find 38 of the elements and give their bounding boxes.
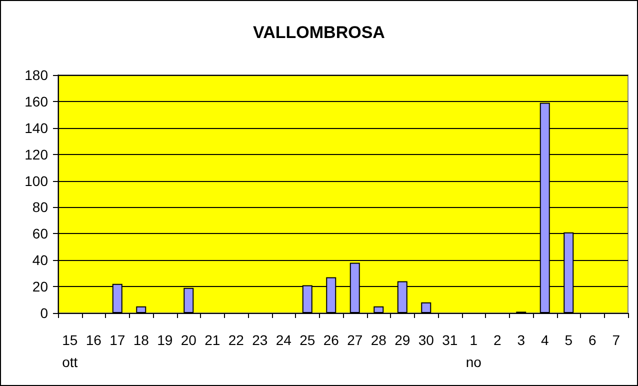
bar	[421, 302, 432, 313]
x-tick-label: 16	[86, 332, 102, 348]
x-tick-label: 26	[323, 332, 340, 348]
x-tick-label: 24	[276, 332, 292, 348]
x-tick-label: 19	[157, 332, 173, 348]
x-tick-label: 28	[370, 332, 387, 348]
chart-title: VALLOMBROSA	[253, 23, 385, 42]
x-tick-label: 2	[493, 332, 502, 348]
x-tick-label: 3	[517, 332, 526, 348]
y-tick-label: 40	[32, 252, 48, 268]
y-tick-label: 0	[40, 305, 48, 321]
y-tick-label: 60	[32, 226, 48, 242]
x-tick-label: 27	[347, 332, 363, 348]
x-tick-label: 20	[180, 332, 197, 348]
y-tick-label: 160	[24, 93, 48, 110]
y-tick-label: 120	[24, 146, 48, 162]
x-tick-label: 17	[110, 332, 126, 348]
x-tick-label: 30	[418, 332, 434, 348]
bar	[136, 306, 146, 313]
bar	[374, 306, 384, 313]
x-tick-label: 29	[394, 332, 410, 348]
x-tick-label: 6	[588, 332, 596, 348]
x-tick-label: 7	[612, 332, 620, 348]
x-tick-label: 15 ott	[62, 332, 78, 370]
x-tick-label: 4	[540, 332, 549, 348]
x-tick-label: 18	[133, 332, 150, 348]
x-tick-label: 1 no	[466, 332, 482, 370]
x-tick-label: 23	[252, 332, 268, 348]
x-tick-label: 21	[204, 332, 220, 348]
y-tick-label: 20	[32, 278, 48, 295]
x-tick-label: 31	[442, 332, 458, 348]
x-tick-label: 22	[228, 332, 244, 348]
x-tick-label: 5	[564, 332, 573, 348]
y-tick-label: 100	[24, 172, 48, 189]
x-tick-label: 25	[300, 332, 316, 348]
y-tick-label: 140	[24, 120, 48, 136]
y-tick-label: 80	[32, 199, 48, 216]
y-tick-label: 180	[24, 67, 48, 83]
